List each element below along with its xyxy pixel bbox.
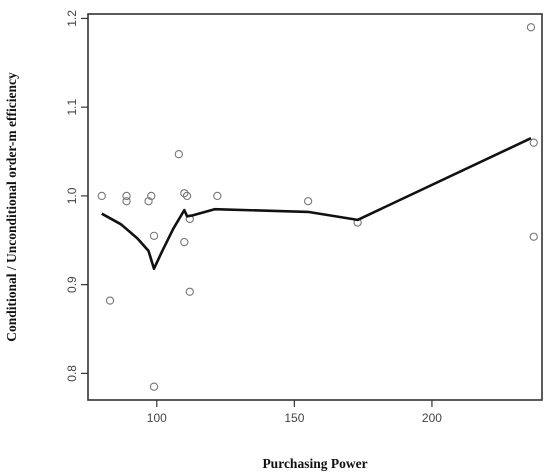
y-tick-label: 1.2: [65, 10, 79, 27]
data-point: [174, 150, 183, 159]
data-point: [105, 296, 115, 305]
data-point: [180, 237, 189, 247]
data-point: [97, 191, 106, 201]
y-tick-label: 1.1: [65, 99, 79, 116]
data-point: [149, 231, 159, 240]
data-point: [149, 382, 159, 391]
axis-ticks: 100 150 200 0.8 0.9 1.0 1.1 1.2: [65, 10, 442, 425]
y-tick-label: 0.9: [65, 276, 79, 293]
data-point: [213, 191, 222, 201]
fit-line: [101, 137, 532, 270]
y-axis-title: Conditional / Unconditional order-m effi…: [4, 72, 19, 342]
data-point: [529, 138, 538, 147]
data-point: [529, 232, 538, 241]
data-points: [97, 23, 538, 391]
x-tick-label: 100: [147, 411, 167, 425]
plot-frame: [87, 13, 543, 401]
data-point: [122, 191, 131, 201]
data-point: [122, 197, 131, 206]
data-point: [303, 197, 313, 206]
data-point: [185, 287, 194, 296]
y-tick-label: 0.8: [65, 365, 79, 382]
data-point: [182, 191, 192, 201]
data-point: [180, 189, 189, 198]
fit-line-group: [101, 137, 532, 270]
x-tick-label: 200: [422, 411, 442, 425]
data-point: [526, 23, 536, 32]
data-point: [147, 191, 156, 201]
x-tick-label: 150: [284, 411, 304, 425]
x-axis-title: Purchasing Power: [262, 456, 367, 471]
y-tick-label: 1.0: [65, 187, 79, 204]
